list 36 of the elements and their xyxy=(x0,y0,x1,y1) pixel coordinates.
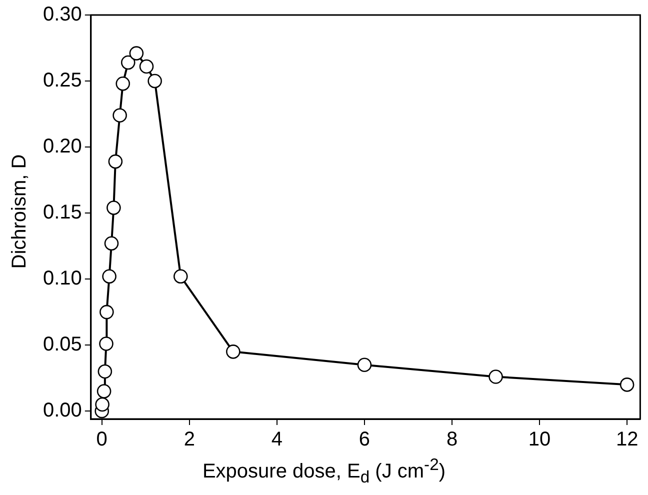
point xyxy=(357,358,372,372)
x-tick-label: 8 xyxy=(446,428,458,451)
y-tick-label: 0.30 xyxy=(42,4,82,26)
x-axis-title: Exposure dose, E$_{d}$ (J cm$^{-2}$) xyxy=(201,455,447,488)
point xyxy=(120,55,136,70)
x-tick-label: 2 xyxy=(184,428,195,451)
point xyxy=(104,236,119,251)
point xyxy=(148,74,162,88)
point xyxy=(95,397,110,412)
point xyxy=(108,154,123,169)
point xyxy=(488,370,503,384)
point xyxy=(106,200,121,215)
x-tick-label: 4 xyxy=(271,428,282,451)
point xyxy=(98,364,112,379)
y-tick-label: 0.15 xyxy=(42,202,82,224)
point xyxy=(96,384,112,398)
y-tick-label: 0.05 xyxy=(42,334,82,356)
y-tick-label: 0.25 xyxy=(42,70,82,92)
point xyxy=(116,76,130,91)
y-axis-title: Dichroism, D xyxy=(8,153,32,271)
point xyxy=(620,378,634,392)
x-tick-label: 10 xyxy=(528,428,551,451)
point xyxy=(226,344,240,359)
point xyxy=(139,59,154,74)
y-tick-label: 0.20 xyxy=(42,136,82,158)
point xyxy=(129,46,144,60)
point xyxy=(102,269,116,284)
point xyxy=(100,304,114,320)
y-tick-label: 0.00 xyxy=(42,400,82,422)
point xyxy=(99,336,114,351)
x-tick-label: 12 xyxy=(616,428,638,451)
x-tick-label: 6 xyxy=(358,428,370,451)
y-tick-label: 0.10 xyxy=(42,268,82,290)
x-tick-label: 0 xyxy=(96,428,108,451)
point xyxy=(174,269,188,284)
point xyxy=(112,108,127,122)
